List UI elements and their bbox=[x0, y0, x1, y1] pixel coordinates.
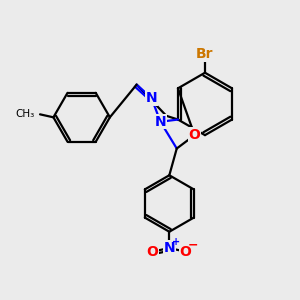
Text: CH₃: CH₃ bbox=[16, 109, 35, 119]
Text: N: N bbox=[164, 241, 175, 255]
Text: Br: Br bbox=[196, 47, 214, 61]
Text: O: O bbox=[180, 245, 192, 259]
Text: +: + bbox=[172, 236, 180, 247]
Text: −: − bbox=[188, 238, 198, 252]
Text: O: O bbox=[146, 245, 158, 259]
Text: N: N bbox=[146, 91, 157, 105]
Text: O: O bbox=[189, 128, 200, 142]
Text: N: N bbox=[154, 115, 166, 129]
